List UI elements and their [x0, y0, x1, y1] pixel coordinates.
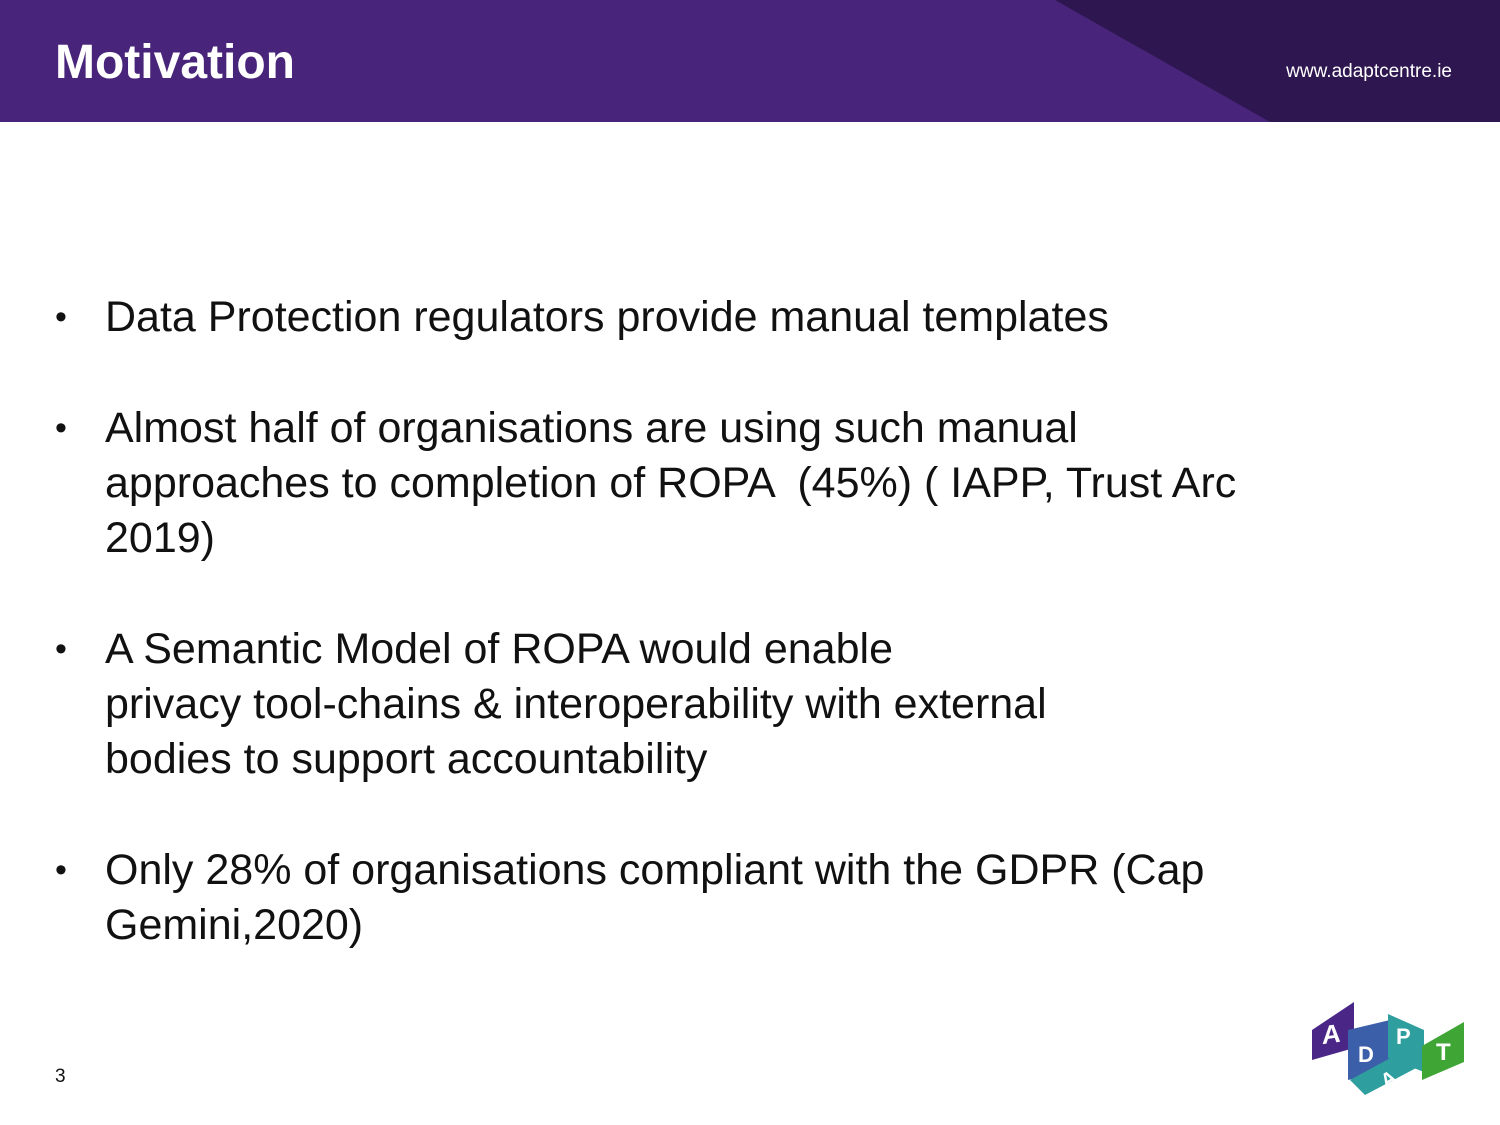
slide-title: Motivation: [55, 36, 295, 89]
page-number: 3: [55, 1066, 66, 1087]
bullet-item: • Data Protection regulators provide man…: [55, 290, 1385, 345]
logo-block-p: [1388, 1014, 1424, 1072]
bullet-list: • Data Protection regulators provide man…: [55, 290, 1385, 1009]
logo-letter: T: [1436, 1039, 1451, 1066]
bullet-line: privacy tool-chains & interoperability w…: [105, 680, 1047, 728]
bullet-line: approaches to completion of ROPA (45%) (…: [105, 459, 1237, 507]
bullet-dot: •: [55, 298, 67, 336]
logo-letter: D: [1358, 1042, 1374, 1067]
bullet-line: Only 28% of organisations compliant with…: [105, 846, 1205, 894]
bullet-line: bodies to support accountability: [105, 735, 708, 783]
logo-letter: P: [1396, 1024, 1411, 1049]
header-bar: [0, 0, 1500, 122]
bullet-dot: •: [55, 630, 67, 668]
bullet-item: • A Semantic Model of ROPA would enable …: [55, 622, 1385, 787]
bullet-line: Data Protection regulators provide manua…: [105, 293, 1109, 341]
logo-block-a: [1312, 1002, 1354, 1060]
bullet-dot: •: [55, 851, 67, 889]
bullet-line: Almost half of organisations are using s…: [105, 404, 1078, 452]
logo-letter: A: [1322, 1018, 1341, 1051]
logo-block-t: [1422, 1022, 1464, 1080]
bullet-line: Gemini,2020): [105, 901, 364, 949]
header-corner-shape: [1055, 0, 1500, 122]
adapt-logo: A D P A T: [1312, 1002, 1464, 1095]
bullet-item: • Almost half of organisations are using…: [55, 401, 1385, 566]
bullet-line: A Semantic Model of ROPA would enable: [105, 625, 893, 673]
website-url: www.adaptcentre.ie: [1286, 61, 1452, 82]
bullet-line: 2019): [105, 514, 215, 562]
bullet-dot: •: [55, 409, 67, 447]
bullet-item: • Only 28% of organisations compliant wi…: [55, 843, 1385, 953]
